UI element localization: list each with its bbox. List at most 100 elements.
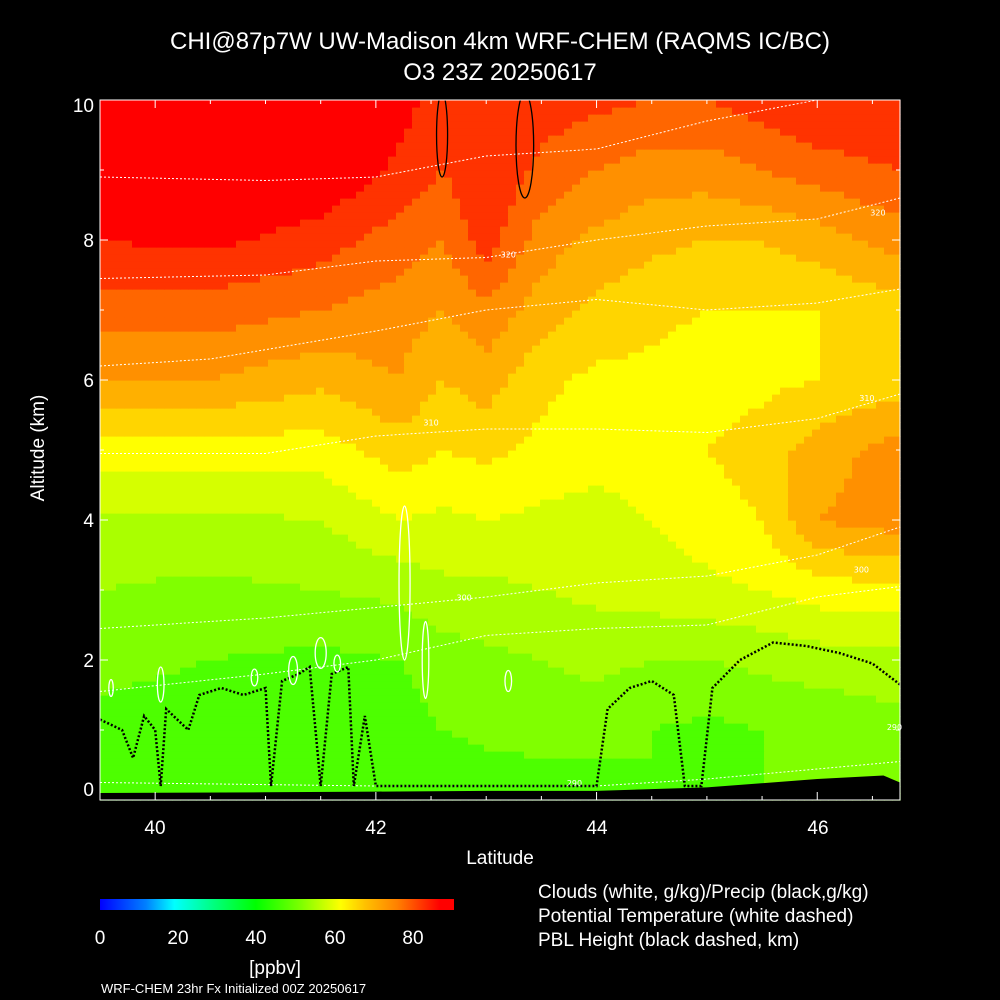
ozone-cell	[292, 576, 301, 584]
ozone-cell	[756, 688, 765, 696]
ozone-cell	[716, 625, 725, 633]
ozone-cell	[372, 674, 381, 682]
ozone-cell	[892, 604, 901, 612]
ozone-cell	[140, 534, 149, 542]
ozone-cell	[884, 646, 893, 654]
ozone-cell	[788, 737, 797, 745]
ozone-cell	[204, 485, 213, 493]
ozone-cell	[452, 709, 461, 717]
ozone-cell	[460, 541, 469, 549]
ozone-cell	[836, 681, 845, 689]
ozone-cell	[308, 457, 317, 465]
ozone-cell	[460, 464, 469, 472]
ozone-cell	[164, 499, 173, 507]
ozone-cell	[548, 660, 557, 668]
ozone-cell	[772, 506, 781, 514]
ozone-cell	[372, 492, 381, 500]
ozone-cell	[572, 751, 581, 759]
ozone-cell	[548, 751, 557, 759]
ozone-cell	[524, 660, 533, 668]
ozone-cell	[396, 758, 405, 766]
ozone-cell	[828, 667, 837, 675]
ozone-cell	[316, 562, 325, 570]
ozone-cell	[660, 660, 669, 668]
ozone-cell	[140, 744, 149, 752]
ozone-cell	[724, 562, 733, 570]
ozone-cell	[724, 632, 733, 640]
ozone-cell	[308, 744, 317, 752]
ozone-cell	[588, 709, 597, 717]
ozone-cell	[580, 674, 589, 682]
ozone-cell	[836, 765, 845, 773]
ozone-cell	[428, 464, 437, 472]
ozone-cell	[628, 737, 637, 745]
ozone-cell	[132, 660, 141, 668]
ozone-cell	[796, 744, 805, 752]
ozone-cell	[316, 457, 325, 465]
ozone-cell	[596, 765, 605, 773]
ozone-cell	[428, 737, 437, 745]
ozone-cell	[124, 723, 133, 731]
ozone-cell	[140, 478, 149, 486]
ozone-cell	[228, 590, 237, 598]
ozone-cell	[148, 660, 157, 668]
ozone-cell	[884, 772, 893, 780]
ozone-cell	[700, 450, 709, 458]
ozone-cell	[780, 765, 789, 773]
ozone-cell	[788, 667, 797, 675]
ozone-cell	[500, 527, 509, 535]
ozone-cell	[340, 674, 349, 682]
ozone-cell	[644, 576, 653, 584]
ozone-cell	[796, 667, 805, 675]
ozone-cell	[540, 499, 549, 507]
ozone-cell	[548, 450, 557, 458]
ozone-cell	[316, 653, 325, 661]
ozone-cell	[332, 632, 341, 640]
ozone-cell	[356, 632, 365, 640]
ozone-cell	[588, 569, 597, 577]
ozone-cell	[644, 534, 653, 542]
ozone-cell	[780, 716, 789, 724]
ozone-cell	[868, 478, 877, 486]
ozone-cell	[532, 688, 541, 696]
ozone-cell	[484, 625, 493, 633]
ozone-cell	[604, 625, 613, 633]
ozone-cell	[172, 660, 181, 668]
ozone-cell	[124, 765, 133, 773]
ozone-cell	[652, 618, 661, 626]
ozone-cell	[668, 772, 677, 780]
ozone-cell	[220, 688, 229, 696]
ozone-cell	[108, 576, 117, 584]
ozone-cell	[516, 527, 525, 535]
ozone-cell	[460, 576, 469, 584]
ozone-cell	[412, 541, 421, 549]
ozone-cell	[868, 464, 877, 472]
ozone-cell	[620, 744, 629, 752]
ozone-cell	[636, 597, 645, 605]
ozone-cell	[628, 667, 637, 675]
ozone-cell	[172, 520, 181, 528]
ozone-cell	[260, 499, 269, 507]
ozone-cell	[828, 583, 837, 591]
ozone-cell	[860, 450, 869, 458]
ozone-cell	[868, 653, 877, 661]
ozone-cell	[604, 492, 613, 500]
ozone-cell	[156, 590, 165, 598]
ozone-cell	[468, 576, 477, 584]
ozone-cell	[244, 590, 253, 598]
ozone-cell	[660, 772, 669, 780]
ozone-cell	[612, 527, 621, 535]
ozone-cell	[844, 590, 853, 598]
ozone-cell	[636, 485, 645, 493]
ozone-cell	[436, 590, 445, 598]
ozone-cell	[652, 583, 661, 591]
ozone-cell	[132, 639, 141, 647]
ozone-cell	[740, 765, 749, 773]
ozone-cell	[764, 499, 773, 507]
ozone-cell	[796, 450, 805, 458]
ozone-cell	[276, 737, 285, 745]
ozone-cell	[660, 618, 669, 626]
ozone-cell	[724, 674, 733, 682]
ozone-cell	[356, 730, 365, 738]
ozone-cell	[612, 751, 621, 759]
